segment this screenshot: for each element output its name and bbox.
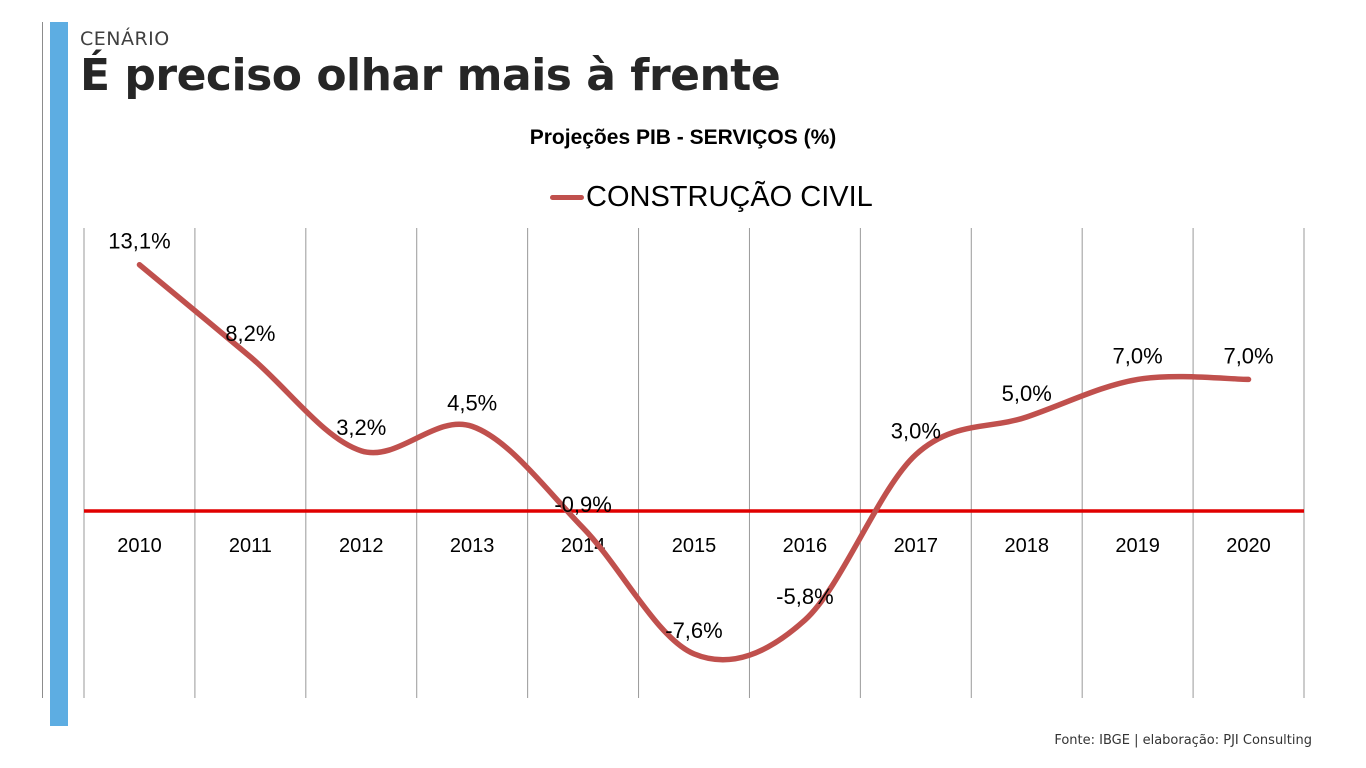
data-label: 4,5% [447,390,497,415]
x-tick-label: 2011 [229,535,272,557]
data-label: 7,0% [1223,343,1273,368]
x-tick-label: 2019 [1115,535,1160,557]
x-tick-label: 2017 [894,535,939,557]
chart-title: Projeções PIB - SERVIÇOS (%) [529,126,837,149]
data-label: -0,9% [554,492,611,517]
x-tick-label: 2020 [1226,535,1271,557]
chart-legend: CONSTRUÇÃO CIVIL [550,181,873,214]
data-label: -5,8% [776,584,833,609]
source-note: Fonte: IBGE | elaboração: PJI Consulting [1054,733,1312,748]
data-label: 13,1% [108,229,170,254]
data-label: 5,0% [1002,381,1052,406]
x-tick-label: 2015 [672,535,717,557]
x-tick-label: 2012 [339,535,384,557]
legend-label: CONSTRUÇÃO CIVIL [586,181,873,213]
x-tick-label: 2013 [450,535,495,557]
page-title: É preciso olhar mais à frente [80,50,781,101]
data-label: 3,2% [336,415,386,440]
left-divider-line [42,22,43,698]
x-tick-label: 2016 [783,535,828,557]
data-label: 8,2% [225,321,275,346]
data-label: -7,6% [665,618,722,643]
legend-swatch [550,195,584,200]
x-tick-label: 2010 [117,535,162,557]
accent-bar [50,22,68,726]
series-line-construcao-civil [136,261,1252,663]
data-label: 3,0% [891,419,941,444]
data-label: 7,0% [1113,343,1163,368]
x-tick-label: 2018 [1004,535,1049,557]
section-label: CENÁRIO [80,28,170,50]
